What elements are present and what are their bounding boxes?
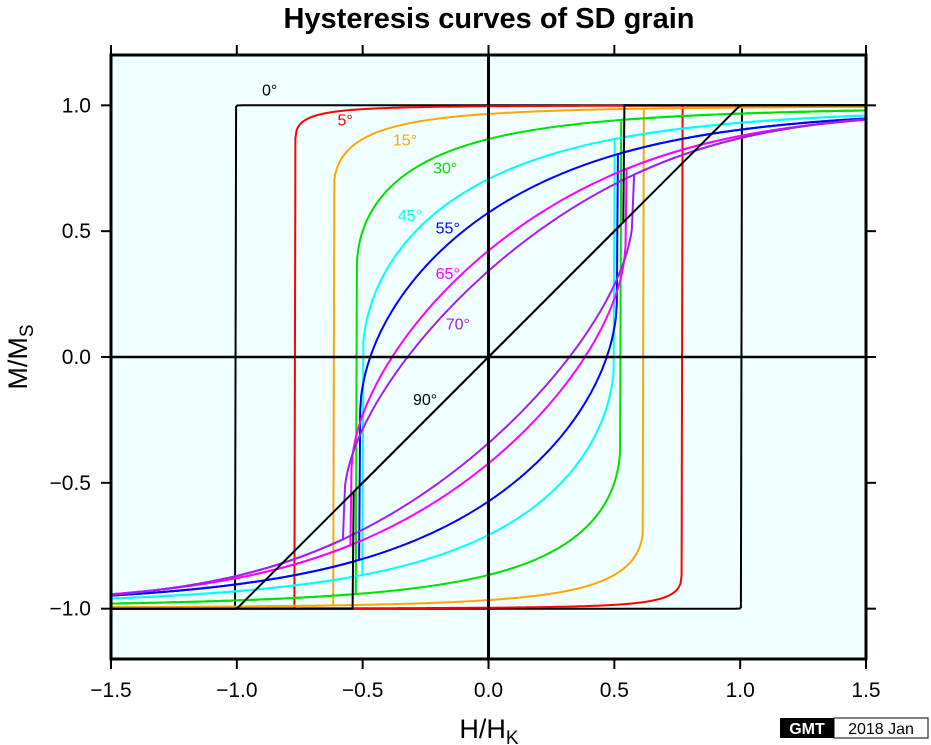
- x-tick-label: 0.5: [600, 679, 629, 702]
- series-label-30deg: 30°: [433, 160, 457, 177]
- x-tick-label: −0.5: [342, 679, 383, 702]
- x-tick-label: 1.0: [726, 679, 755, 702]
- x-axis-title: H/HK: [459, 714, 519, 745]
- series-label-70deg: 70°: [446, 316, 470, 333]
- axes: −1.5 −1.0 −0.5 0.0 0.5 1.0 1.5 −1.0 −0.5 0.0 0.5 1.…: [50, 45, 881, 702]
- series-label-55deg: 55°: [436, 221, 460, 238]
- x-tick-label: 0.0: [474, 679, 503, 702]
- series-label-90deg: 90°: [413, 392, 437, 409]
- x-tick-label: 1.5: [851, 679, 880, 702]
- gmt-logo: GMT: [789, 721, 825, 738]
- plot-frame: [109, 53, 868, 661]
- y-tick-label: 1.0: [62, 94, 91, 117]
- y-tick-label: 0.0: [62, 346, 91, 369]
- y-tick-label: −1.0: [50, 598, 91, 621]
- y-tick-label: −0.5: [50, 472, 91, 495]
- series-label-45deg: 45°: [398, 208, 422, 225]
- series-label-0deg: 0°: [262, 82, 277, 99]
- chart-title: Hysteresis curves of SD grain: [283, 3, 694, 35]
- series-label-5deg: 5°: [338, 112, 353, 129]
- y-axis-title: M/MS: [3, 324, 38, 389]
- gmt-stamp: GMT 2018 Jan: [780, 717, 929, 739]
- stamp-date: 2018 Jan: [848, 721, 914, 738]
- series-label-65deg: 65°: [436, 266, 460, 283]
- x-tick-label: −1.0: [216, 679, 257, 702]
- x-tick-label: −1.5: [90, 679, 131, 702]
- annotations: 0° 5° 15° 30° 45° 55° 65° 70° 90°: [262, 82, 470, 409]
- series-label-15deg: 15°: [393, 133, 417, 150]
- y-tick-label: 0.5: [62, 220, 91, 243]
